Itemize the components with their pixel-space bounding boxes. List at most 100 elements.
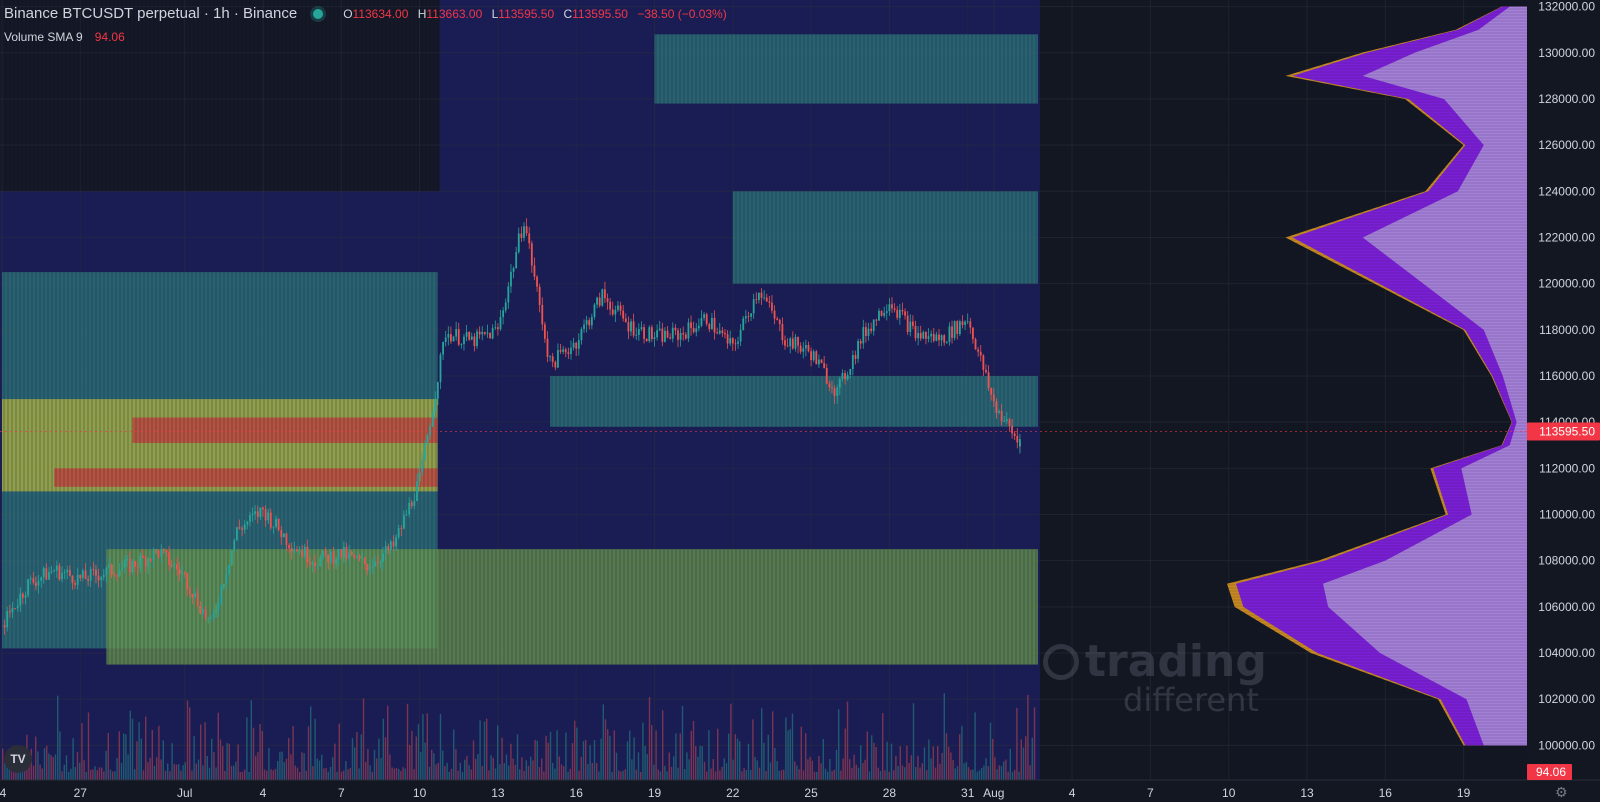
volume-bar bbox=[620, 771, 622, 780]
candle-body bbox=[564, 349, 567, 353]
candle-body bbox=[896, 309, 899, 318]
volume-bar bbox=[393, 768, 395, 780]
candle-body bbox=[820, 359, 823, 364]
volume-bar bbox=[252, 727, 255, 780]
volume-bar bbox=[549, 731, 552, 780]
volume-bar bbox=[367, 748, 369, 780]
volume-bar bbox=[824, 768, 827, 780]
volume-bar bbox=[893, 770, 895, 780]
volume-bar bbox=[864, 759, 866, 780]
settings-gear-icon[interactable]: ⚙ bbox=[1555, 784, 1568, 800]
candle-body bbox=[335, 559, 337, 564]
volume-bar bbox=[679, 733, 681, 780]
volume-bar bbox=[1009, 748, 1011, 780]
volume-bar bbox=[558, 756, 560, 780]
volume-bar bbox=[48, 753, 50, 780]
volume-bar bbox=[272, 770, 274, 780]
volume-bar bbox=[30, 748, 32, 780]
candle-body bbox=[771, 302, 773, 311]
volume-bar bbox=[21, 765, 24, 780]
volume-bar bbox=[136, 741, 138, 780]
volume-bar bbox=[719, 770, 721, 780]
candle-body bbox=[95, 569, 97, 576]
candle-body bbox=[473, 336, 476, 347]
tradingview-logo-icon[interactable]: TV bbox=[4, 745, 32, 773]
volume-bar bbox=[642, 722, 644, 780]
volume-bar bbox=[613, 730, 615, 780]
ohlc-values: O113634.00 H113663.00 L113595.50 C113595… bbox=[337, 7, 727, 21]
candle-body bbox=[781, 323, 784, 341]
volume-bar bbox=[453, 729, 455, 780]
candle-body bbox=[301, 550, 304, 557]
volume-bar bbox=[116, 757, 118, 780]
candle-body bbox=[653, 337, 656, 339]
volume-bar bbox=[708, 730, 710, 780]
candle-body bbox=[37, 580, 40, 586]
volume-bar bbox=[862, 763, 864, 780]
volume-bar bbox=[202, 765, 204, 780]
volume-bar bbox=[151, 730, 153, 780]
volume-bar bbox=[976, 771, 978, 780]
candle-body bbox=[750, 313, 752, 317]
candle-body bbox=[742, 318, 745, 330]
candle-body bbox=[828, 383, 831, 388]
candle-body bbox=[747, 316, 750, 318]
indicator-legend[interactable]: Volume SMA 9 94.06 bbox=[4, 30, 125, 44]
time-axis[interactable]: 4 27 Jul 4 7 10 13 16 19 22 25 28 31 Aug 4 7 10 13 16 19 bbox=[0, 779, 1600, 800]
volume-bar bbox=[233, 765, 235, 780]
volume-bar bbox=[250, 700, 252, 780]
candle-body bbox=[919, 332, 922, 339]
volume-bar bbox=[448, 771, 450, 780]
volume-bar bbox=[200, 724, 202, 780]
candle-body bbox=[669, 337, 672, 339]
candle-body bbox=[979, 351, 982, 356]
volume-bar bbox=[365, 761, 367, 780]
volume-bar bbox=[609, 735, 611, 780]
candle-body bbox=[397, 528, 400, 538]
volume-bar bbox=[182, 765, 184, 780]
candle-body bbox=[619, 305, 622, 311]
volume-bar bbox=[186, 700, 189, 780]
candle-body bbox=[510, 271, 512, 287]
candle-body bbox=[236, 527, 238, 541]
candle-body bbox=[624, 318, 627, 323]
time-tick-label: Jul bbox=[177, 786, 192, 800]
symbol-title[interactable]: Binance BTCUSDT perpetual · 1h · Binance bbox=[4, 5, 298, 22]
candle-body bbox=[293, 549, 296, 552]
candle-body bbox=[290, 548, 293, 552]
volume-bar bbox=[811, 760, 813, 780]
volume-bar bbox=[840, 770, 842, 780]
candle-body bbox=[533, 265, 536, 277]
candle-body bbox=[677, 330, 679, 340]
candle-body bbox=[543, 324, 546, 339]
volume-bar bbox=[820, 763, 822, 780]
candle-body bbox=[329, 551, 332, 563]
volume-bar bbox=[1022, 747, 1025, 780]
volume-bar bbox=[692, 720, 695, 780]
candle-body bbox=[282, 533, 285, 538]
indicator-name[interactable]: Volume SMA 9 bbox=[4, 30, 83, 44]
volume-bar bbox=[523, 770, 525, 780]
volume-bar bbox=[153, 765, 156, 780]
volume-bar bbox=[46, 745, 48, 780]
candle-body bbox=[648, 327, 651, 342]
volume-bar bbox=[274, 768, 277, 780]
volume-bar bbox=[292, 726, 294, 780]
candle-body bbox=[760, 292, 763, 298]
candle-body bbox=[836, 387, 839, 396]
volume-bar bbox=[349, 768, 351, 780]
volume-bar bbox=[677, 767, 679, 780]
candle-body bbox=[387, 546, 390, 550]
candle-body bbox=[230, 550, 233, 565]
candle-body bbox=[53, 570, 56, 572]
symbol-legend[interactable]: Binance BTCUSDT perpetual · 1h · Binance… bbox=[4, 5, 727, 22]
volume-bar bbox=[35, 736, 37, 780]
price-axis[interactable]: 132000.00 130000.00 128000.00 126000.00 1240… bbox=[1538, 0, 1595, 752]
volume-bar bbox=[514, 764, 516, 780]
candle-body bbox=[985, 369, 987, 373]
volume-bar bbox=[288, 738, 290, 780]
volume-bar bbox=[125, 734, 127, 780]
candle-body bbox=[434, 398, 437, 412]
volume-bar bbox=[468, 765, 470, 780]
